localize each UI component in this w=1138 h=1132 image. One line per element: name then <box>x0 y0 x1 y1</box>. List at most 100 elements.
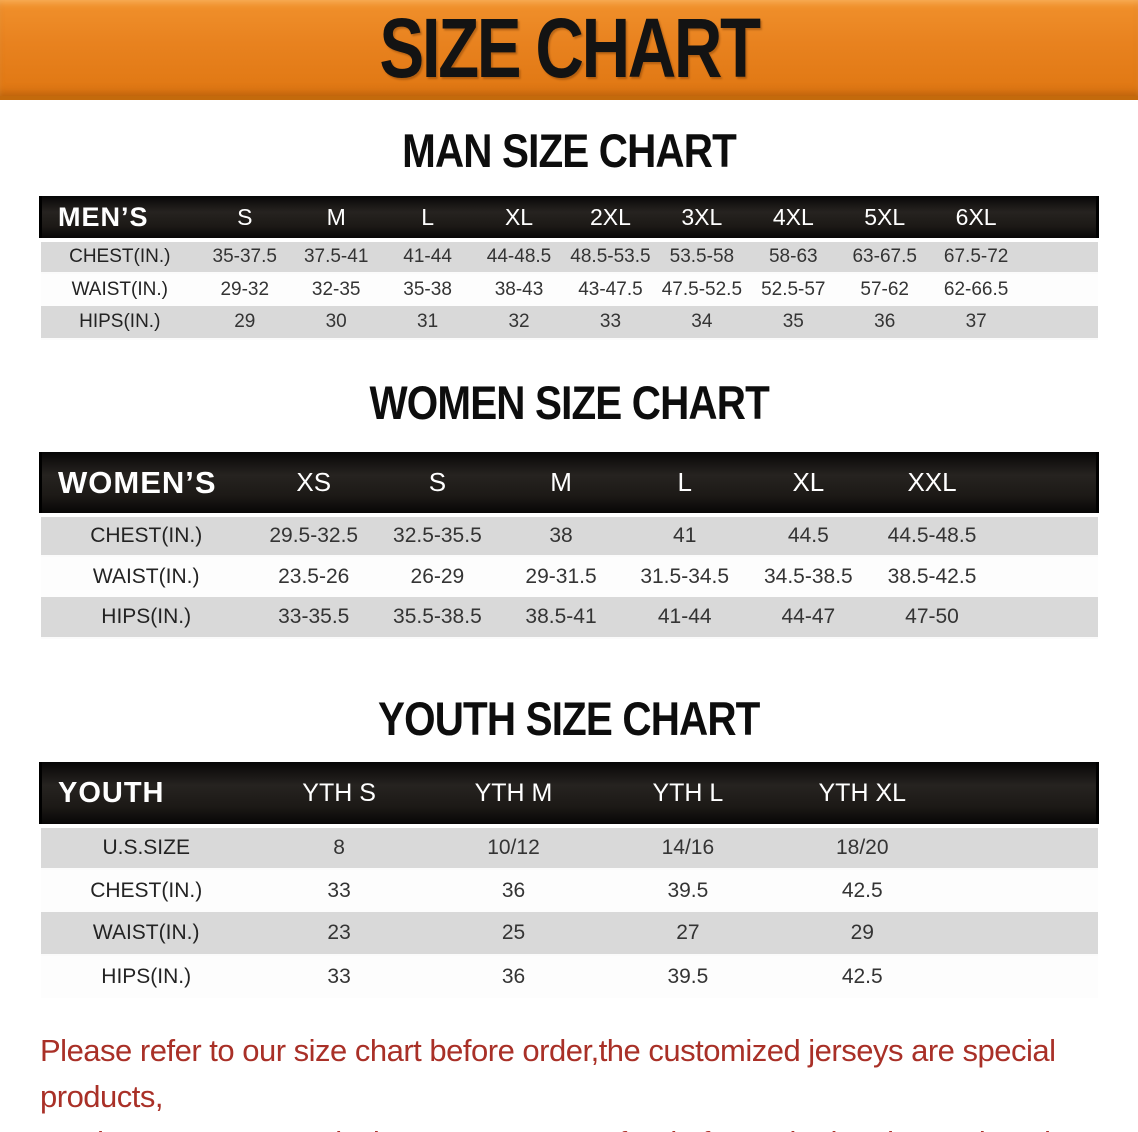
youth-section-title: YOUTH SIZE CHART <box>0 695 1138 742</box>
women-section-title-text: WOMEN SIZE CHART <box>369 376 769 429</box>
row-filler <box>1021 273 1098 306</box>
women-cell: 44.5 <box>746 515 871 557</box>
women-column-header: XL <box>746 452 871 517</box>
women-header-row: WOMEN’S XS S M L XL XXL <box>38 452 1099 517</box>
women-cell: 35.5-38.5 <box>375 597 500 639</box>
youth-column-header: YTH XL <box>775 762 950 828</box>
men-cell: 58-63 <box>747 240 839 274</box>
men-cell: 47.5-52.5 <box>656 273 748 306</box>
youth-cell: 33 <box>251 955 427 998</box>
men-cell: 52.5-57 <box>747 273 839 306</box>
youth-cell: 18/20 <box>775 826 950 870</box>
men-cell: 38-43 <box>473 273 565 306</box>
youth-cell: 8 <box>251 826 427 870</box>
men-column-header: 5XL <box>839 196 931 242</box>
youth-column-header: YTH S <box>251 762 427 828</box>
men-row-label: HIPS(IN.) <box>40 306 200 340</box>
men-section-title: MAN SIZE CHART <box>0 127 1138 174</box>
row-filler <box>949 869 1098 912</box>
banner-title: SIZE CHART <box>379 1 761 95</box>
men-cell: 32 <box>473 306 565 340</box>
women-cell: 29.5-32.5 <box>251 515 376 557</box>
women-row-label: HIPS(IN.) <box>40 597 252 639</box>
men-cell: 33 <box>564 306 657 340</box>
youth-table-row: CHEST(IN.) 33 36 39.5 42.5 <box>40 869 1098 912</box>
men-column-header: XL <box>473 196 565 242</box>
women-cell: 34.5-38.5 <box>746 556 871 597</box>
youth-header-row: YOUTH YTH S YTH M YTH L YTH XL <box>38 762 1100 828</box>
men-cell: 41-44 <box>381 240 474 274</box>
row-filler <box>993 515 1098 557</box>
men-column-header: S <box>199 196 291 242</box>
section-men: MAN SIZE CHART MEN’S S M L XL 2XL 3XL 4XL 5XL 6XL… <box>0 127 1138 340</box>
men-cell: 29 <box>199 306 291 340</box>
men-cell: 34 <box>656 306 748 340</box>
youth-cell: 27 <box>600 912 776 956</box>
youth-cell: 33 <box>251 869 427 912</box>
women-row-label: CHEST(IN.) <box>40 515 252 557</box>
row-filler <box>949 955 1098 998</box>
men-cell: 31 <box>381 306 474 340</box>
youth-table-row: WAIST(IN.) 23 25 27 29 <box>40 912 1098 956</box>
men-table-row: HIPS(IN.) 29 30 31 32 33 34 35 36 37 <box>40 306 1098 340</box>
youth-cell: 36 <box>426 869 601 912</box>
men-corner-label: MEN’S <box>39 196 200 242</box>
youth-cell: 42.5 <box>775 955 950 998</box>
youth-cell: 23 <box>251 912 427 956</box>
men-cell: 37.5-41 <box>290 240 382 274</box>
men-column-header: 6XL <box>930 196 1022 242</box>
women-cell: 41 <box>622 515 747 557</box>
women-cell: 26-29 <box>375 556 500 597</box>
men-cell: 36 <box>839 306 931 340</box>
women-row-label: WAIST(IN.) <box>40 556 252 597</box>
youth-size-table: YOUTH YTH S YTH M YTH L YTH XL U.S.SIZE 8 10/12… <box>38 762 1100 998</box>
youth-column-header: YTH L <box>600 762 776 828</box>
men-cell: 53.5-58 <box>656 240 748 274</box>
youth-cell: 14/16 <box>600 826 776 870</box>
youth-table-row: HIPS(IN.) 33 36 39.5 42.5 <box>40 955 1098 998</box>
women-column-header: XS <box>251 452 376 517</box>
men-cell: 48.5-53.5 <box>564 240 657 274</box>
section-women: WOMEN SIZE CHART WOMEN’S XS S M L XL XXL CHEST(… <box>0 379 1138 639</box>
women-cell: 31.5-34.5 <box>622 556 747 597</box>
women-cell: 41-44 <box>622 597 747 639</box>
men-header-row: MEN’S S M L XL 2XL 3XL 4XL 5XL 6XL <box>39 196 1099 242</box>
men-row-label: WAIST(IN.) <box>40 273 200 306</box>
men-cell: 63-67.5 <box>839 240 931 274</box>
men-size-table: MEN’S S M L XL 2XL 3XL 4XL 5XL 6XL CHEST(IN.) 35-37… <box>39 196 1099 340</box>
men-cell: 29-32 <box>199 273 291 306</box>
women-column-header: M <box>499 452 623 517</box>
men-column-header: L <box>381 196 474 242</box>
youth-column-header: YTH M <box>426 762 601 828</box>
women-table-row: CHEST(IN.) 29.5-32.5 32.5-35.5 38 41 44.5 44.5… <box>40 515 1098 557</box>
women-cell: 29-31.5 <box>499 556 623 597</box>
men-cell: 32-35 <box>290 273 382 306</box>
women-column-header: L <box>622 452 747 517</box>
youth-row-label: HIPS(IN.) <box>40 955 252 998</box>
men-row-label: CHEST(IN.) <box>40 240 200 274</box>
youth-cell: 39.5 <box>600 869 776 912</box>
youth-corner-label: YOUTH <box>38 762 252 828</box>
section-youth: YOUTH SIZE CHART YOUTH YTH S YTH M YTH L YTH… <box>0 695 1138 998</box>
women-cell: 23.5-26 <box>251 556 376 597</box>
women-section-title: WOMEN SIZE CHART <box>0 379 1138 426</box>
men-cell: 57-62 <box>839 273 931 306</box>
men-cell: 67.5-72 <box>930 240 1022 274</box>
men-cell: 35-37.5 <box>199 240 291 274</box>
row-filler <box>993 597 1098 639</box>
banner: SIZE CHART <box>0 0 1138 100</box>
women-cell: 38.5-41 <box>499 597 623 639</box>
men-table-row: CHEST(IN.) 35-37.5 37.5-41 41-44 44-48.5 48.5… <box>40 240 1098 274</box>
women-cell: 38 <box>499 515 623 557</box>
men-column-header: M <box>290 196 382 242</box>
header-filler <box>993 452 1099 517</box>
youth-row-label: CHEST(IN.) <box>40 869 252 912</box>
row-filler <box>1021 306 1098 340</box>
youth-cell: 10/12 <box>426 826 601 870</box>
women-cell: 47-50 <box>870 597 994 639</box>
row-filler <box>1021 240 1098 274</box>
note-line-1: Please refer to our size chart before or… <box>40 1033 1056 1114</box>
men-cell: 44-48.5 <box>473 240 565 274</box>
women-corner-label: WOMEN’S <box>38 452 252 517</box>
